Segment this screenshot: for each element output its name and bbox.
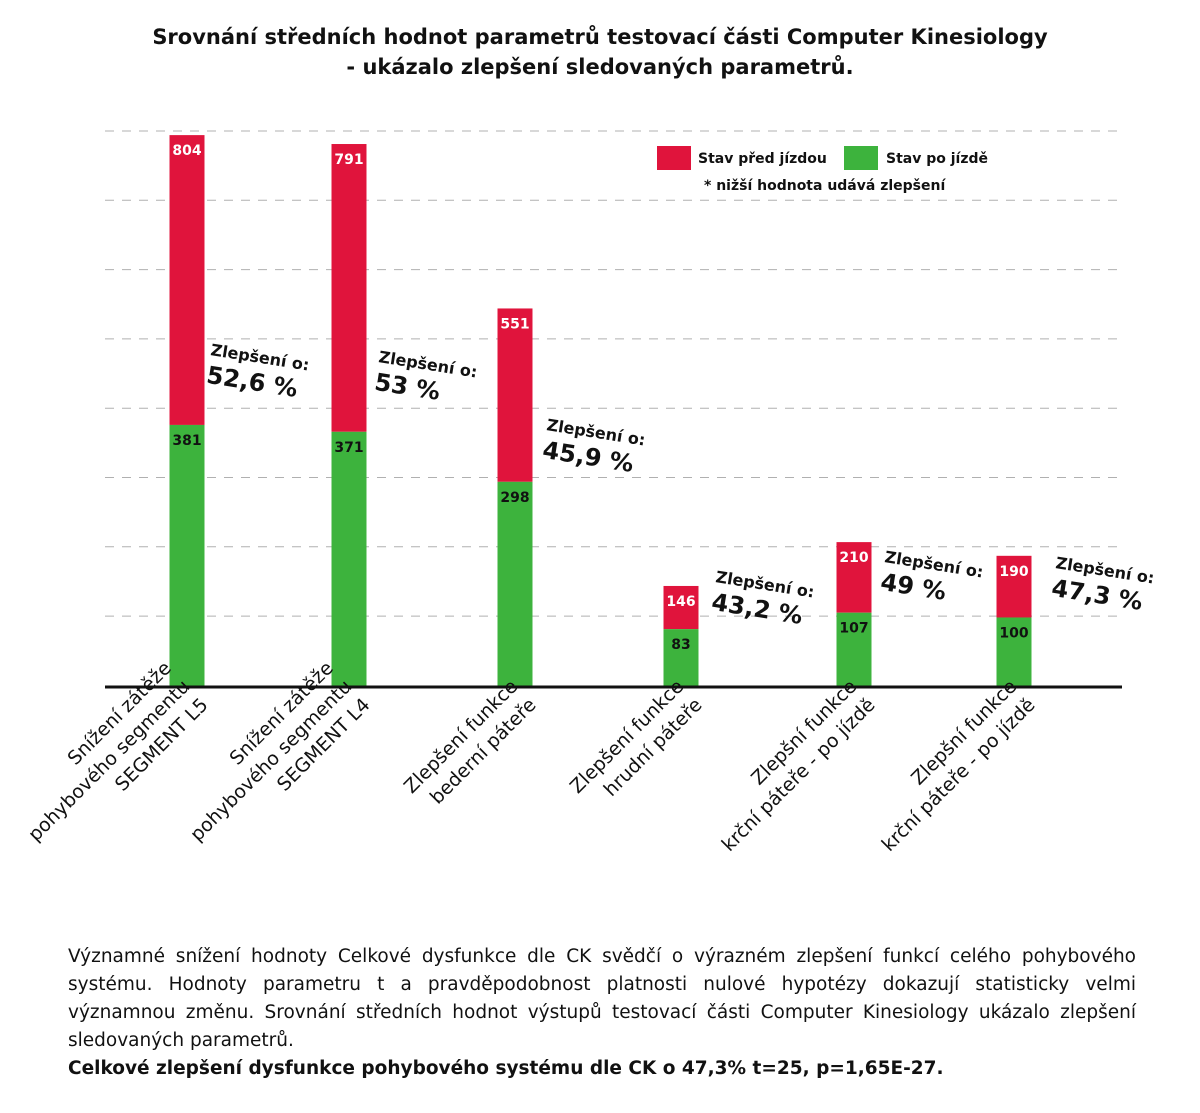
- chart-title-line-2: - ukázalo zlepšení sledovaných parametrů…: [346, 55, 854, 79]
- data-label-before: 146: [666, 594, 695, 610]
- improvement-annotation: Zlepšení o:47,3 %: [1050, 553, 1156, 616]
- conclusion-text: Celkové zlepšení dysfunkce pohybového sy…: [68, 1058, 944, 1079]
- data-label-before: 791: [334, 152, 363, 168]
- data-label-after: 83: [671, 637, 690, 653]
- legend-swatch-before: [657, 146, 691, 170]
- legend-note: * nižší hodnota udává zlepšení: [704, 178, 946, 194]
- legend-label-after: Stav po jízdě: [886, 151, 988, 167]
- description-text: Významné snížení hodnoty Celkové dysfunk…: [68, 946, 1136, 1051]
- data-label-after: 371: [334, 440, 363, 456]
- data-label-before: 551: [500, 316, 529, 332]
- data-label-after: 381: [172, 433, 201, 449]
- description: Významné snížení hodnoty Celkové dysfunk…: [68, 943, 1136, 1083]
- bar-before: [996, 555, 1032, 618]
- bar-before: [663, 585, 699, 630]
- bar-after: [663, 629, 699, 686]
- chart-title: Srovnání středních hodnot parametrů test…: [0, 22, 1200, 82]
- data-label-after: 100: [999, 625, 1028, 641]
- bar-before: [836, 542, 872, 613]
- legend-swatch-after: [844, 146, 878, 170]
- data-label-after: 298: [500, 490, 529, 506]
- x-tick-label-line: krční páteře - po jízdě: [718, 694, 880, 856]
- bar-before: [497, 308, 533, 482]
- improvement-annotation: Zlepšení o:45,9 %: [541, 415, 647, 478]
- bar-after: [996, 617, 1032, 686]
- bar-after: [169, 424, 205, 686]
- data-label-before: 210: [839, 550, 868, 566]
- bar-before: [331, 144, 367, 432]
- bar-before: [169, 135, 205, 425]
- data-label-before: 804: [172, 143, 201, 159]
- improvement-annotation: Zlepšení o:49 %: [879, 547, 985, 606]
- legend-label-before: Stav před jízdou: [698, 151, 827, 167]
- x-tick-label-line: pohybového segmentu: [24, 676, 194, 846]
- improvement-annotation: Zlepšení o:43,2 %: [710, 567, 816, 630]
- improvement-annotation: Zlepšení o:53 %: [373, 347, 479, 406]
- x-tick-label-line: krční páteře - po jízdě: [878, 694, 1040, 856]
- chart-title-line-1: Srovnání středních hodnot parametrů test…: [152, 25, 1048, 49]
- data-label-after: 107: [839, 621, 868, 637]
- bar-after: [497, 481, 533, 686]
- bar-chart: 804 381 791 371 551 298 146 83 210 107 190 100 Zlepš…: [24, 130, 1156, 856]
- bar-after: [331, 431, 367, 686]
- bar-after: [836, 612, 872, 686]
- improvement-annotation: Zlepšení o:52,6 %: [205, 340, 311, 403]
- x-tick-label-line: pohybového segmentu: [186, 676, 356, 846]
- data-label-before: 190: [999, 564, 1028, 580]
